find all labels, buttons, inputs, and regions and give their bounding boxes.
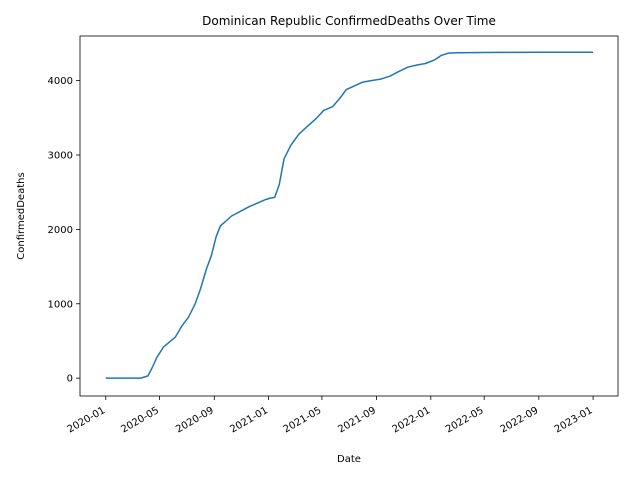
x-tick-label: 2022-01 xyxy=(391,405,433,435)
x-tick-label: 2022-09 xyxy=(499,405,541,435)
x-tick-label: 2023-01 xyxy=(553,405,595,435)
x-tick-label: 2020-01 xyxy=(66,405,108,435)
y-tick-label: 3000 xyxy=(48,151,73,162)
series-line-confirmed-deaths xyxy=(105,51,594,379)
x-axis: 2020-01 2020-05 2020-09 2021-01 2021-05 2021-… xyxy=(66,396,595,435)
y-tick-label: 2000 xyxy=(48,225,73,236)
x-tick-label: 2022-05 xyxy=(444,405,486,435)
y-axis-label: ConfirmedDeaths xyxy=(16,172,27,259)
x-tick-label: 2020-05 xyxy=(119,405,161,435)
chart-title: Dominican Republic ConfirmedDeaths Over … xyxy=(202,14,496,28)
y-tick-label: 4000 xyxy=(48,76,73,87)
y-tick-label: 0 xyxy=(67,374,73,385)
x-tick-label: 2021-01 xyxy=(228,405,270,435)
x-axis-label: Date xyxy=(337,454,361,465)
x-tick-label: 2021-09 xyxy=(336,405,378,435)
x-tick-label: 2020-09 xyxy=(174,405,216,435)
plot-area xyxy=(79,35,619,397)
y-tick-label: 1000 xyxy=(48,299,73,310)
y-axis: 0 1000 2000 3000 4000 xyxy=(48,76,80,385)
x-tick-label: 2021-05 xyxy=(282,405,324,435)
